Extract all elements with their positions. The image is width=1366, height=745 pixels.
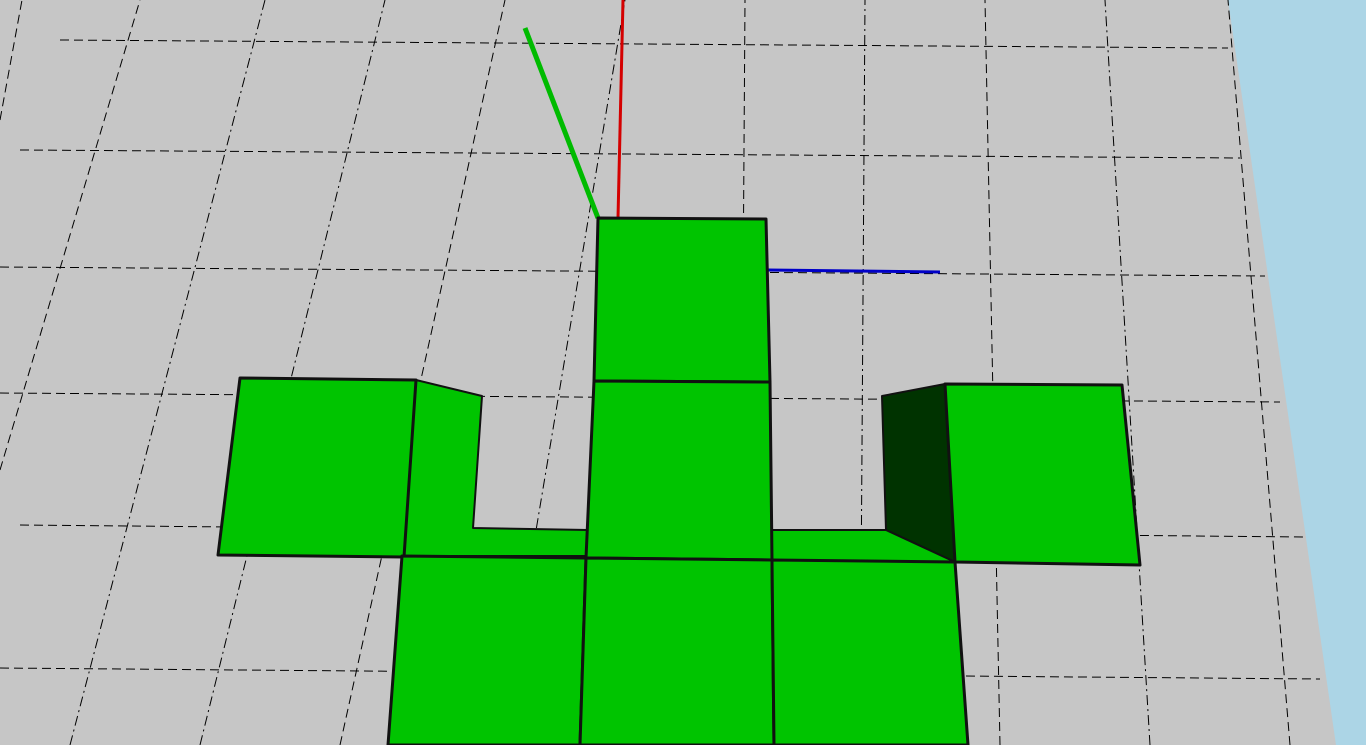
cube-structure[interactable]: [216, 216, 1142, 745]
bottom-left-cube-face[interactable]: [386, 554, 588, 745]
bottom-center-cube-face[interactable]: [578, 556, 776, 745]
right-arm-front-face[interactable]: [943, 382, 1142, 567]
left-arm-front-face[interactable]: [216, 376, 418, 559]
axis-y-line: [522, 27, 601, 219]
axis-x-line: [616, 0, 625, 219]
axis-z-line: [767, 268, 941, 274]
bottom-right-cube-face[interactable]: [770, 558, 970, 745]
center-top-cube-face[interactable]: [592, 216, 772, 384]
sky-background: [1228, 0, 1366, 745]
center-middle-cube-face[interactable]: [584, 379, 774, 562]
axis-gizmo: [522, 0, 941, 274]
